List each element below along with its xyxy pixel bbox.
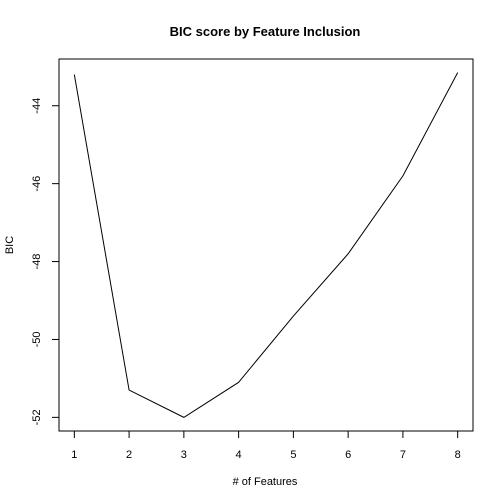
y-tick-label: -44 xyxy=(31,98,43,114)
x-axis: 1 2 3 4 5 6 7 8 xyxy=(71,431,460,461)
series-layer xyxy=(74,73,458,418)
x-tick-label: 8 xyxy=(455,449,461,461)
y-axis-label: BIC xyxy=(4,236,16,254)
y-tick-label: -50 xyxy=(31,332,43,348)
x-tick-label: 5 xyxy=(290,449,296,461)
y-tick-label: -46 xyxy=(31,176,43,192)
y-tick-label: -52 xyxy=(31,409,43,425)
series-line xyxy=(74,73,457,418)
x-tick-label: 1 xyxy=(71,449,77,461)
x-tick-label: 3 xyxy=(181,449,187,461)
x-axis-label: # of Features xyxy=(233,476,298,488)
x-tick-label: 2 xyxy=(126,449,132,461)
plot-frame xyxy=(59,59,473,431)
x-tick-label: 6 xyxy=(345,449,351,461)
y-axis: -52 -50 -48 -46 -44 xyxy=(31,98,59,426)
x-tick-label: 4 xyxy=(236,449,242,461)
y-tick-label: -48 xyxy=(31,254,43,270)
chart-title: BIC score by Feature Inclusion xyxy=(170,24,361,39)
x-tick-label: 7 xyxy=(400,449,406,461)
